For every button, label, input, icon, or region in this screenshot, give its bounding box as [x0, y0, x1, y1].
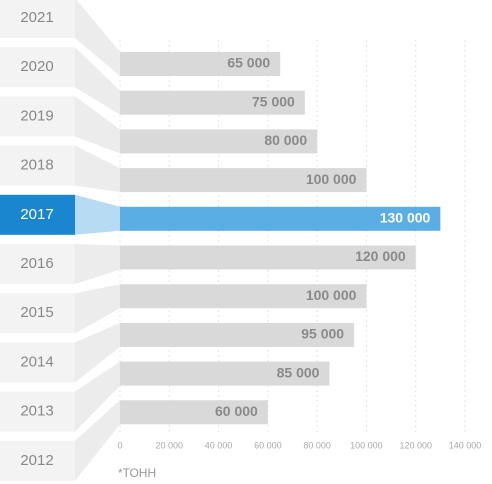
year-box [0, 391, 75, 432]
bar [120, 361, 330, 386]
bar [120, 129, 318, 154]
y-tick-label: 2016 [20, 255, 53, 272]
x-tick-label: 0 [117, 440, 122, 450]
year-box [0, 47, 75, 88]
x-tick-label: 140 000 [449, 440, 482, 450]
bar [120, 90, 305, 115]
year-box [0, 244, 75, 284]
year-box [0, 0, 75, 38]
value-label: 120 000 [355, 248, 406, 264]
y-tick-label: 2019 [20, 107, 53, 124]
x-tick-label: 20 000 [156, 440, 184, 450]
value-label: 80 000 [264, 132, 307, 148]
bar [120, 206, 441, 231]
x-tick-label: 40 000 [205, 440, 233, 450]
year-box [0, 342, 75, 383]
connector [75, 96, 120, 154]
y-tick-label: 2018 [20, 157, 53, 174]
connector [75, 361, 120, 432]
value-label: 85 000 [277, 364, 320, 380]
y-tick-label: 2014 [20, 353, 53, 370]
year-box [0, 293, 75, 334]
bar [120, 284, 367, 309]
y-tick-label: 2012 [20, 452, 53, 469]
x-tick-label: 80 000 [303, 440, 331, 450]
year-box [0, 194, 75, 235]
value-label: 100 000 [306, 287, 357, 303]
bar [120, 245, 416, 270]
bar [120, 400, 268, 425]
y-tick-label: 2015 [20, 304, 53, 321]
connector [75, 194, 120, 235]
value-label: 60 000 [215, 403, 258, 419]
value-label: 65 000 [227, 55, 270, 71]
y-tick-label: 2021 [20, 9, 53, 26]
year-box [0, 145, 75, 186]
value-label: 95 000 [301, 326, 344, 342]
bar [120, 168, 367, 193]
value-label: 100 000 [306, 171, 357, 187]
connector [75, 0, 120, 76]
x-tick-label: 100 000 [350, 440, 383, 450]
connector [75, 47, 120, 115]
year-box [0, 440, 75, 481]
unit-note: *ТОНН [118, 466, 156, 480]
connector [75, 322, 120, 383]
y-tick-label: 2013 [20, 403, 53, 420]
connector [75, 244, 120, 284]
x-tick-label: 60 000 [254, 440, 282, 450]
y-tick-label: 2017 [20, 206, 53, 223]
value-label: 130 000 [380, 210, 431, 226]
connector [75, 400, 120, 481]
value-label: 75 000 [252, 93, 295, 109]
connector [75, 145, 120, 193]
bar [120, 52, 281, 76]
x-tick-label: 120 000 [399, 440, 432, 450]
year-box [0, 96, 75, 137]
y-tick-label: 2020 [20, 58, 53, 75]
bar [120, 322, 355, 347]
connector [75, 284, 120, 334]
